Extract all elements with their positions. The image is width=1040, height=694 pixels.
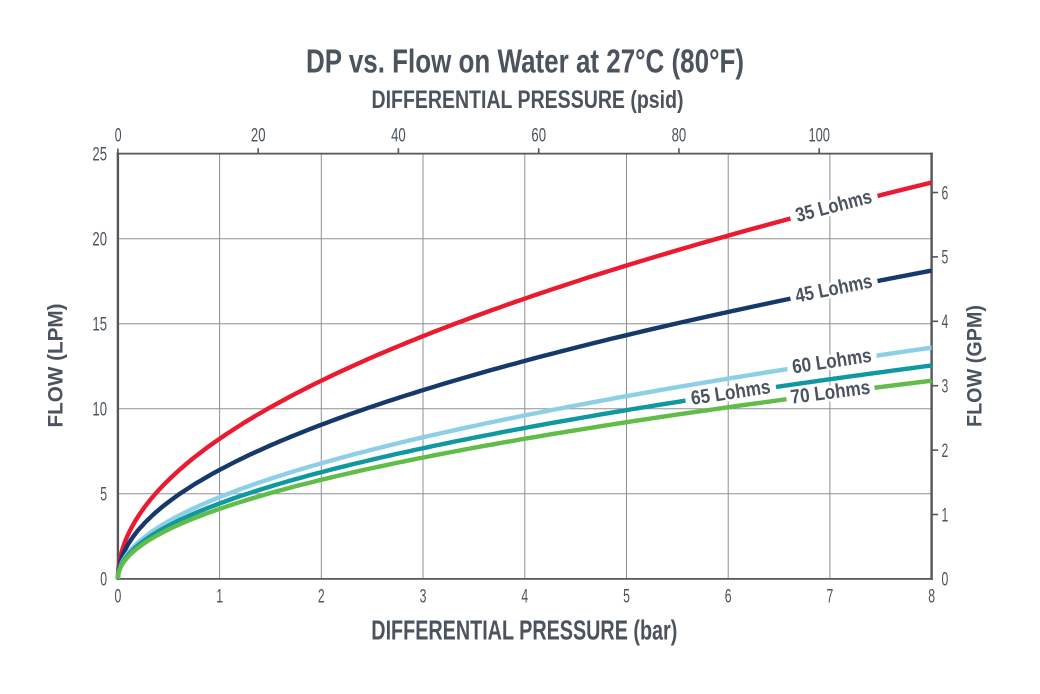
svg-text:1: 1 <box>942 505 949 526</box>
svg-text:0: 0 <box>115 587 122 608</box>
svg-text:100: 100 <box>808 125 830 146</box>
svg-text:4: 4 <box>942 312 949 333</box>
svg-text:FLOW (LPM): FLOW (LPM) <box>44 304 68 428</box>
svg-text:15: 15 <box>92 315 107 336</box>
svg-text:5: 5 <box>623 587 630 608</box>
svg-text:5: 5 <box>942 248 949 269</box>
svg-text:0: 0 <box>942 570 949 591</box>
svg-text:DIFFERENTIAL PRESSURE (psid): DIFFERENTIAL PRESSURE (psid) <box>372 86 684 114</box>
svg-text:10: 10 <box>92 400 107 421</box>
svg-text:60: 60 <box>531 125 546 146</box>
svg-text:2: 2 <box>942 441 949 462</box>
svg-text:FLOW (GPM): FLOW (GPM) <box>963 305 987 427</box>
svg-text:0: 0 <box>115 125 122 146</box>
svg-text:8: 8 <box>928 587 935 608</box>
svg-text:20: 20 <box>92 230 107 251</box>
svg-text:3: 3 <box>942 377 949 398</box>
svg-text:0: 0 <box>100 570 107 591</box>
svg-text:3: 3 <box>420 587 427 608</box>
svg-text:DP vs. Flow on Water at 27°C (: DP vs. Flow on Water at 27°C (80°F) <box>306 44 744 81</box>
svg-text:2: 2 <box>318 587 325 608</box>
svg-text:1: 1 <box>216 587 223 608</box>
svg-text:5: 5 <box>100 485 107 506</box>
svg-text:40: 40 <box>391 125 406 146</box>
svg-text:7: 7 <box>827 587 834 608</box>
svg-text:20: 20 <box>251 125 266 146</box>
svg-text:DIFFERENTIAL PRESSURE (bar): DIFFERENTIAL PRESSURE (bar) <box>371 615 677 646</box>
svg-text:25: 25 <box>92 144 107 165</box>
svg-text:6: 6 <box>725 587 732 608</box>
svg-text:80: 80 <box>672 125 687 146</box>
svg-text:6: 6 <box>942 183 949 204</box>
svg-text:4: 4 <box>521 587 528 608</box>
